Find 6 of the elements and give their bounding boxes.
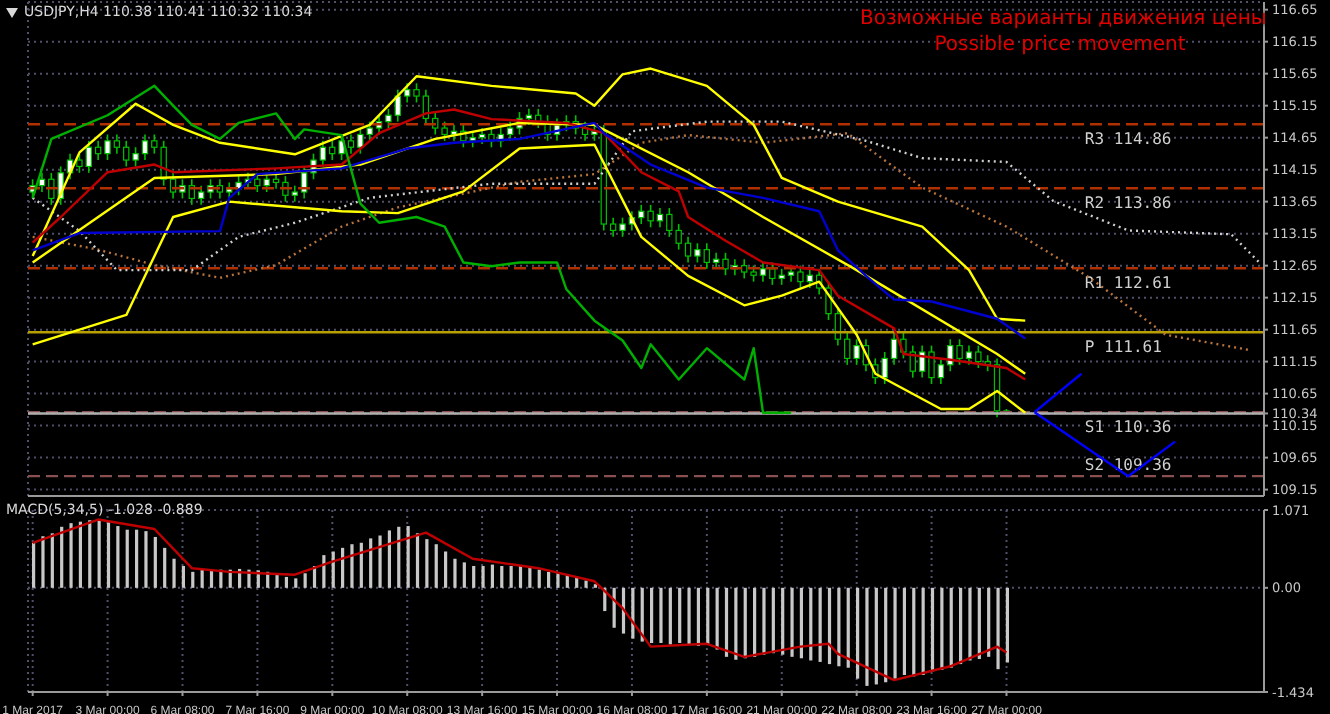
ref-line-label: R2 113.86 <box>1084 194 1172 213</box>
ref-line-label: P 111.61 <box>1084 338 1163 357</box>
ref-line-label: R1 112.61 <box>1084 274 1172 293</box>
ref-line-label: S1 110.36 <box>1084 418 1172 437</box>
annotation: Possible price movement <box>932 34 1188 58</box>
ref-line-label: R3 114.86 <box>1084 130 1172 149</box>
